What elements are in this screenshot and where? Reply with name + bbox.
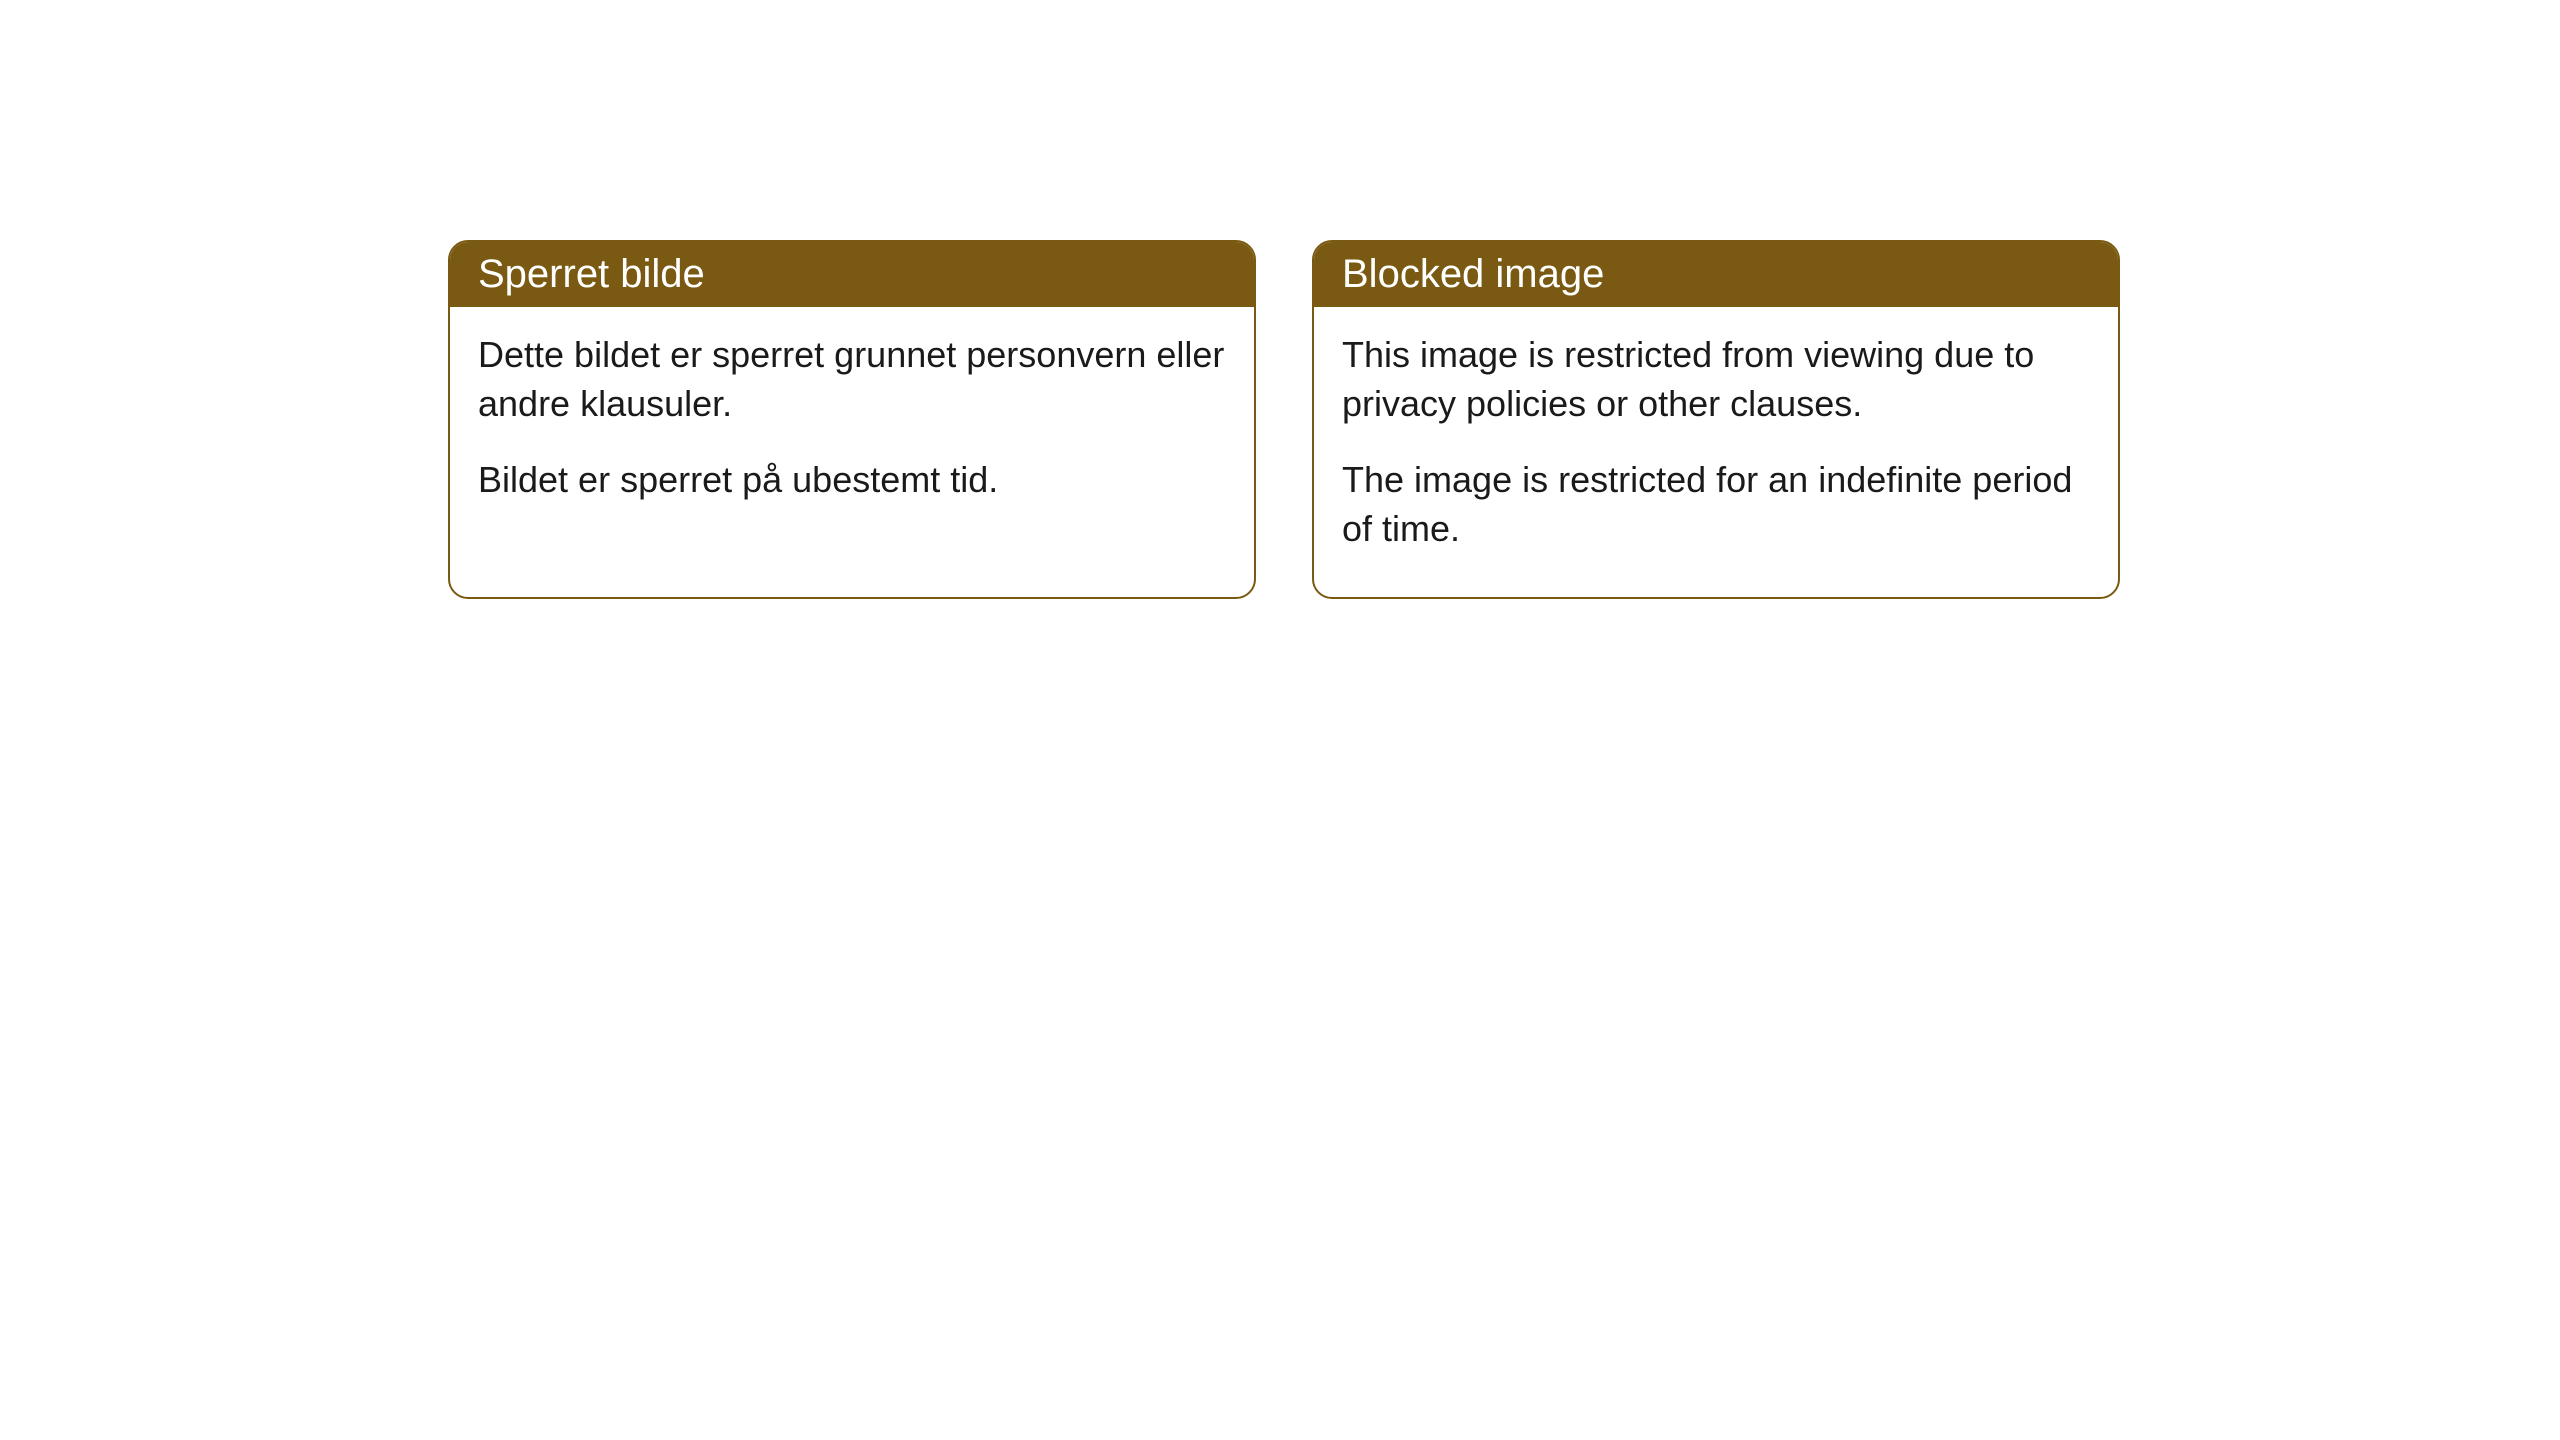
notice-cards-container: Sperret bilde Dette bildet er sperret gr…: [448, 240, 2120, 599]
card-body-english: This image is restricted from viewing du…: [1314, 307, 2118, 597]
card-paragraph: The image is restricted for an indefinit…: [1342, 456, 2090, 553]
card-paragraph: This image is restricted from viewing du…: [1342, 331, 2090, 428]
card-header-norwegian: Sperret bilde: [450, 242, 1254, 307]
notice-card-norwegian: Sperret bilde Dette bildet er sperret gr…: [448, 240, 1256, 599]
card-header-english: Blocked image: [1314, 242, 2118, 307]
card-paragraph: Dette bildet er sperret grunnet personve…: [478, 331, 1226, 428]
card-paragraph: Bildet er sperret på ubestemt tid.: [478, 456, 1226, 505]
notice-card-english: Blocked image This image is restricted f…: [1312, 240, 2120, 599]
card-body-norwegian: Dette bildet er sperret grunnet personve…: [450, 307, 1254, 549]
